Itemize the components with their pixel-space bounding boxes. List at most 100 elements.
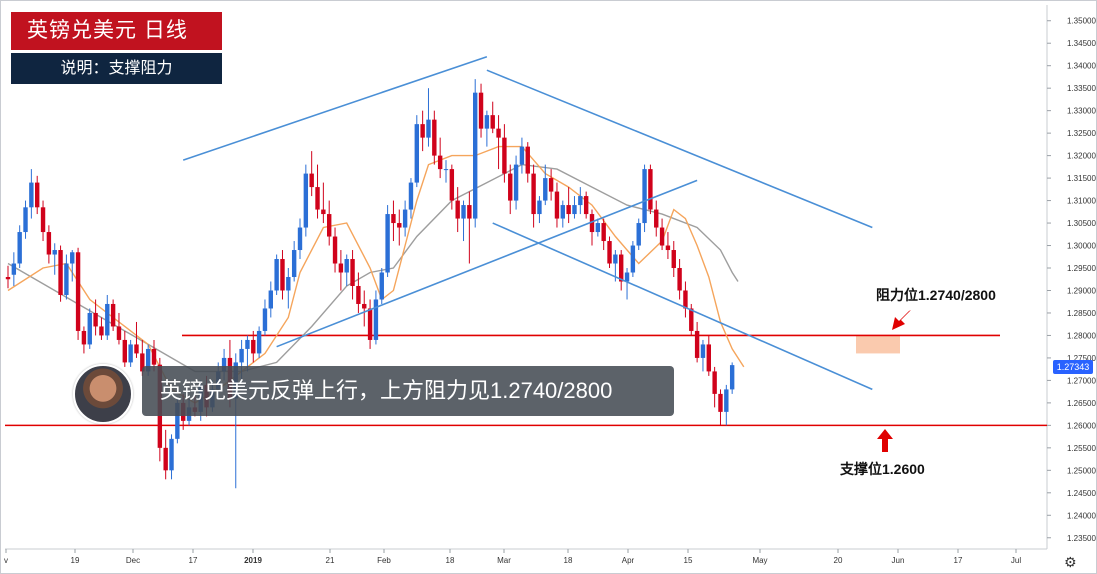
- candle-body: [455, 200, 460, 219]
- x-tick-label: May: [752, 556, 767, 565]
- candle-body: [134, 344, 139, 354]
- candle-body: [642, 169, 647, 224]
- y-tick-label: 1.30500: [1067, 219, 1096, 228]
- candle-body: [52, 250, 57, 255]
- candle-body: [531, 173, 536, 215]
- candle-body: [607, 241, 612, 264]
- candle-body: [443, 169, 449, 171]
- candle-body: [116, 326, 122, 340]
- x-tick-label: Jun: [892, 556, 905, 565]
- trendline-upper-rising: [182, 55, 488, 161]
- y-tick-label: 1.31000: [1067, 197, 1096, 206]
- candle-body: [473, 92, 478, 219]
- gear-icon[interactable]: ⚙: [1064, 554, 1077, 570]
- candle-body: [572, 205, 577, 215]
- ma-fast-line: [7, 145, 745, 404]
- candle-body: [461, 205, 466, 219]
- candle-body: [537, 200, 542, 215]
- candle-body: [262, 308, 268, 331]
- last-price-tag: 1.27343: [1053, 360, 1093, 374]
- candle-body: [268, 290, 273, 309]
- candle-body: [636, 223, 641, 246]
- candle-body: [484, 115, 490, 129]
- candle-body: [729, 365, 735, 390]
- y-tick-label: 1.25500: [1067, 444, 1096, 453]
- candle-body: [362, 303, 367, 309]
- candle-body: [583, 196, 589, 215]
- candle-body: [29, 182, 34, 208]
- x-tick-label: 2019: [244, 556, 262, 565]
- x-tick-label: 19: [71, 556, 80, 565]
- y-tick-label: 1.27000: [1067, 376, 1096, 385]
- candle-body: [402, 209, 408, 228]
- candle-body: [432, 119, 437, 156]
- candle-body: [659, 227, 665, 246]
- candle-body: [677, 268, 682, 291]
- y-tick-label: 1.28500: [1067, 309, 1096, 318]
- candle-body: [467, 205, 472, 219]
- candle-body: [251, 339, 256, 354]
- candle-body: [560, 205, 565, 219]
- candle-body: [122, 339, 127, 363]
- x-tick-label: 17: [189, 556, 198, 565]
- candle-body: [613, 254, 618, 264]
- y-tick-label: 1.30000: [1067, 242, 1096, 251]
- candle-body: [385, 214, 390, 273]
- y-tick-label: 1.25000: [1067, 466, 1096, 475]
- chart-subtitle: 说明：支撑阻力: [11, 53, 222, 84]
- resistance-zone: [856, 335, 900, 354]
- x-tick-label: 17: [954, 556, 963, 565]
- support-label: 支撑位1.2600: [840, 461, 925, 477]
- candle-body: [712, 371, 717, 394]
- candle-body: [478, 92, 484, 129]
- x-tick-label: v: [4, 556, 8, 565]
- candle-body: [601, 223, 606, 242]
- candle-body: [280, 259, 285, 291]
- y-tick-label: 1.24500: [1067, 489, 1096, 498]
- candle-body: [367, 308, 373, 340]
- candle-body: [105, 303, 110, 336]
- candle-body: [694, 330, 700, 358]
- candle-body: [589, 214, 595, 233]
- candle-body: [624, 272, 630, 282]
- candle-body: [449, 169, 455, 201]
- candle-body: [508, 173, 513, 201]
- candle-body: [654, 209, 659, 228]
- candle-body: [706, 344, 711, 372]
- candle-body: [379, 272, 384, 300]
- presenter-avatar: [73, 364, 133, 424]
- trendline-lower-rising: [276, 179, 698, 348]
- candle-body: [554, 191, 560, 219]
- candle-body: [332, 236, 338, 264]
- candle-body: [256, 330, 262, 354]
- candle-body: [291, 250, 297, 277]
- y-tick-label: 1.32500: [1067, 129, 1096, 138]
- candle-body: [239, 348, 244, 363]
- candle-body: [525, 146, 530, 174]
- candle-body: [87, 312, 92, 345]
- candle-body: [75, 252, 81, 331]
- candle-body: [397, 223, 402, 228]
- candle-body: [140, 353, 145, 372]
- x-tick-label: 15: [684, 556, 693, 565]
- candle-body: [513, 164, 519, 201]
- candle-body: [11, 263, 17, 275]
- x-tick-label: 18: [564, 556, 573, 565]
- candle-body: [689, 308, 694, 331]
- candle-body: [70, 252, 75, 264]
- candle-body: [163, 447, 168, 471]
- candle-body: [315, 187, 320, 210]
- candle-body: [671, 250, 676, 269]
- candle-body: [309, 173, 314, 188]
- candle-body: [426, 119, 431, 138]
- y-tick-label: 1.33000: [1067, 107, 1096, 116]
- commentary-banner: 英镑兑美元反弹上行，上方阻力见1.2740/2800: [142, 366, 674, 416]
- resistance-arrow-icon: [892, 310, 911, 330]
- candle-body: [496, 128, 501, 138]
- candle-body: [321, 209, 326, 215]
- candle-body: [303, 173, 309, 228]
- candle-body: [274, 259, 279, 291]
- candle-body: [99, 326, 104, 336]
- y-tick-label: 1.34500: [1067, 39, 1096, 48]
